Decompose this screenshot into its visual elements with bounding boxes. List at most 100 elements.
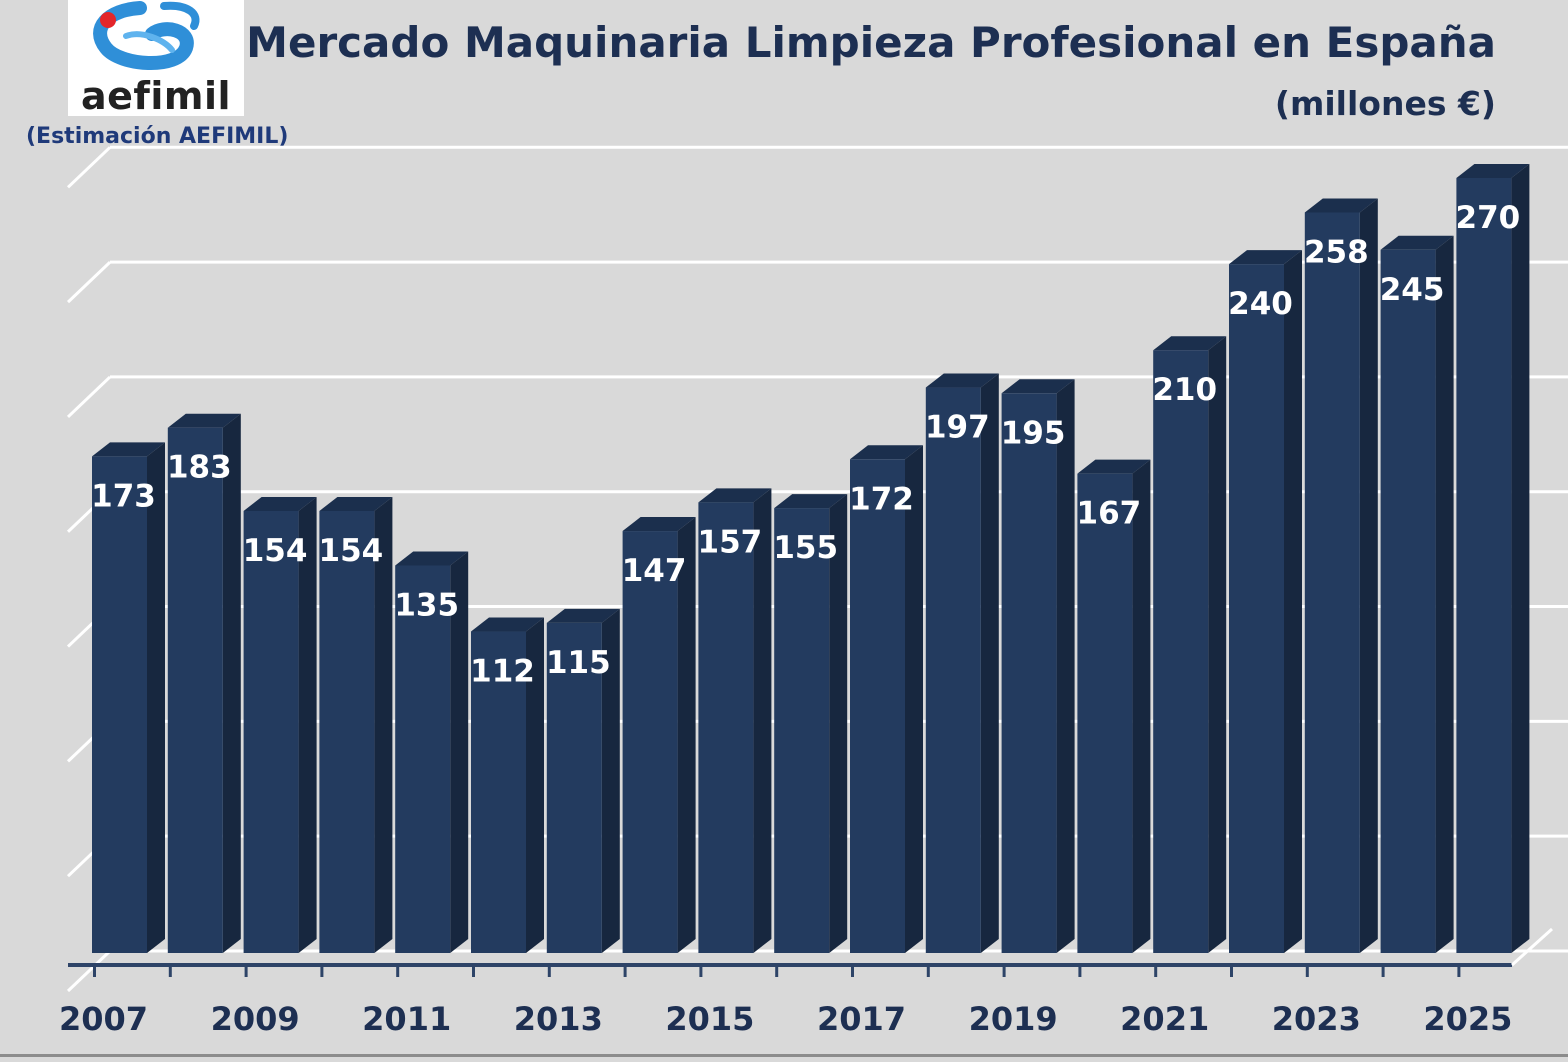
aefimil-logo: aefimil [68,0,244,118]
bar-side [1056,379,1075,953]
bar [1456,178,1512,953]
bar-value-label: 167 [1077,496,1142,532]
bar-side [450,551,469,953]
bar-side [980,373,999,953]
bar-value-label: 147 [622,553,687,589]
bar [546,622,602,953]
bar-side [1435,235,1454,953]
bar-value-label: 210 [1152,372,1217,408]
floor-edge [1510,927,1554,967]
bar-top [850,445,923,460]
logo-wordmark: aefimil [80,74,232,118]
bar [1229,264,1284,954]
bar [622,531,678,953]
chart-units: (millones €) [1274,84,1496,123]
bar [319,510,375,953]
bar-side [298,496,317,953]
bar-value-label: 155 [773,530,838,566]
bar-top [925,373,999,388]
bar-side [147,442,165,953]
bar-side [1359,198,1378,953]
bar [243,510,299,953]
bar [1153,350,1209,953]
bar-side [222,413,241,953]
bar-top [546,608,620,623]
bar-top [698,488,772,503]
bar-top [395,551,469,566]
x-tick-label: 2011 [362,1000,451,1038]
bar-value-label: 258 [1304,234,1369,270]
bar [1380,249,1436,953]
bottom-divider [0,1054,1568,1057]
x-tick-label: 2021 [1120,1000,1209,1038]
bar-side [1132,459,1151,953]
bar-side [374,496,393,953]
x-tick-label: 2013 [514,1000,603,1038]
bar [92,456,147,953]
bar-side [829,494,848,953]
x-tick-label: 2009 [211,1000,300,1038]
gridline-depth [66,375,112,419]
bar-value-label: 183 [167,450,232,486]
x-tick-label: 2017 [817,1000,906,1038]
bar-value-label: 172 [849,481,914,517]
bar-top [1229,250,1302,265]
bar [850,459,905,953]
bar-top [1304,198,1378,213]
bar-value-label: 135 [394,588,459,624]
gridline-depth [66,949,112,993]
bar-top [1001,379,1075,394]
bar [925,387,981,953]
bar [167,427,223,953]
x-tick-label: 2019 [969,1000,1058,1038]
bar-side [1284,250,1302,954]
bar [1077,473,1133,953]
bar-top [1077,459,1151,474]
bar-top [1380,235,1454,250]
bar-top [622,517,696,532]
bar-value-label: 112 [470,654,535,690]
bar [774,508,830,953]
x-tick-label: 2015 [665,1000,754,1038]
gridline-depth [66,261,112,304]
bar-value-label: 270 [1456,200,1521,236]
x-tick-label: 2025 [1423,1000,1512,1038]
bar-top [243,496,317,511]
bar-side [601,608,620,953]
bar [1001,393,1057,953]
source-note: (Estimación AEFIMIL) [26,124,289,149]
bar [471,631,526,953]
bar-value-label: 245 [1380,272,1445,308]
bar [698,502,754,953]
bar-side [1208,336,1227,953]
bar-value-label: 195 [1001,415,1066,451]
bar-value-label: 197 [925,410,990,446]
gridline-depth [66,146,112,189]
bar-top [471,617,544,632]
bar-side [753,488,772,953]
swirl-logo-icon [93,1,200,71]
bar-value-label: 240 [1228,286,1293,322]
bar-top [1153,336,1227,351]
bar-side [677,517,696,953]
bar-value-label: 154 [319,533,384,569]
bar [1304,212,1360,953]
bar-value-label: 173 [91,478,156,514]
bar-value-label: 115 [546,645,611,681]
bar-value-label: 157 [698,524,763,560]
bar-side [905,445,923,953]
bar-side [1511,164,1530,953]
x-tick-label: 2007 [59,1000,148,1038]
bar-top [167,413,241,428]
bar [395,565,451,953]
x-tick-label: 2023 [1272,1000,1361,1038]
bar-top [1456,164,1530,178]
bar-top [92,442,165,457]
bar-top [319,496,393,511]
chart-title: Mercado Maquinaria Limpieza Profesional … [246,18,1496,67]
bar-value-label: 154 [243,533,308,569]
bar-side [526,617,544,953]
bar-top [774,494,848,509]
